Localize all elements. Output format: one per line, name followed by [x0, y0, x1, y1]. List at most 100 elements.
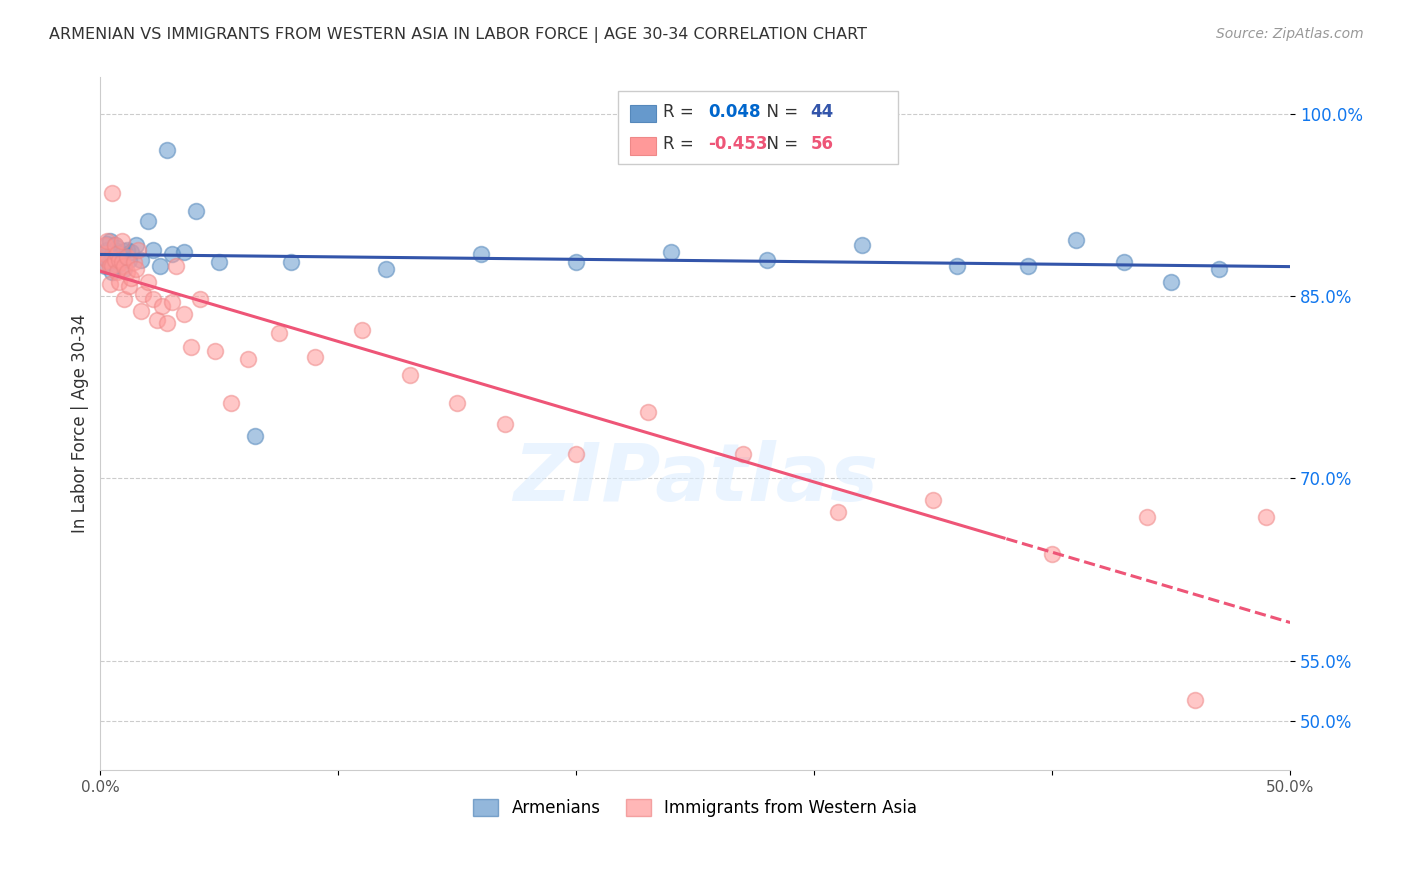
Text: ARMENIAN VS IMMIGRANTS FROM WESTERN ASIA IN LABOR FORCE | AGE 30-34 CORRELATION : ARMENIAN VS IMMIGRANTS FROM WESTERN ASIA… [49, 27, 868, 43]
Point [105, 258, 128, 272]
Text: R =: R = [664, 135, 699, 153]
Point [219, 396, 242, 410]
Point [166, 259, 188, 273]
Point [115, 265, 138, 279]
Point [91, 250, 114, 264]
Point [108, 249, 131, 263]
Point [98, 259, 121, 273]
Point [304, 350, 326, 364]
Point [101, 265, 124, 279]
Point [1017, 259, 1039, 273]
Point [129, 252, 152, 267]
Point [1184, 692, 1206, 706]
Point [494, 417, 516, 431]
Point [112, 292, 135, 306]
Point [142, 243, 165, 257]
Point [111, 235, 134, 249]
Point [112, 262, 135, 277]
Point [180, 340, 202, 354]
Point [96, 243, 118, 257]
Text: 56: 56 [811, 135, 834, 153]
Point [120, 245, 142, 260]
Point [115, 250, 138, 264]
Point [731, 447, 754, 461]
Point [946, 259, 969, 273]
Point [1112, 255, 1135, 269]
Point [1160, 275, 1182, 289]
Point [851, 238, 873, 252]
Point [204, 343, 226, 358]
Point [136, 275, 159, 289]
Point [398, 368, 420, 383]
Point [127, 243, 149, 257]
Text: 0.048: 0.048 [709, 103, 761, 120]
Point [94, 238, 117, 252]
Point [160, 295, 183, 310]
Point [108, 275, 131, 289]
Point [173, 245, 195, 260]
Point [1256, 510, 1278, 524]
Y-axis label: In Labor Force | Age 30-34: In Labor Force | Age 30-34 [72, 314, 89, 533]
Point [156, 316, 179, 330]
Point [105, 241, 128, 255]
Text: Source: ZipAtlas.com: Source: ZipAtlas.com [1216, 27, 1364, 41]
Point [101, 246, 124, 260]
Point [208, 255, 231, 269]
Point [125, 262, 148, 277]
Point [111, 246, 134, 260]
Point [108, 252, 131, 267]
Point [160, 246, 183, 260]
Point [98, 255, 121, 269]
Point [280, 255, 302, 269]
Text: N =: N = [756, 103, 803, 120]
Text: R =: R = [664, 103, 699, 120]
Point [267, 326, 290, 340]
Point [374, 262, 396, 277]
Point [661, 245, 683, 260]
FancyBboxPatch shape [630, 104, 657, 122]
Point [101, 259, 124, 273]
Point [112, 244, 135, 259]
Point [1040, 547, 1063, 561]
Text: N =: N = [756, 135, 803, 153]
Point [105, 246, 128, 260]
Point [352, 323, 374, 337]
Point [1064, 233, 1087, 247]
Text: ZIPatlas: ZIPatlas [513, 440, 877, 518]
Legend: Armenians, Immigrants from Western Asia: Armenians, Immigrants from Western Asia [467, 792, 924, 824]
Text: -0.453: -0.453 [709, 135, 768, 153]
Point [446, 396, 468, 410]
Point [1208, 262, 1230, 277]
Point [120, 271, 142, 285]
Point [94, 246, 117, 260]
Point [149, 259, 172, 273]
FancyBboxPatch shape [630, 137, 657, 154]
Point [94, 259, 117, 273]
Point [96, 252, 118, 267]
Text: 44: 44 [811, 103, 834, 120]
Point [96, 236, 118, 251]
Point [236, 352, 259, 367]
FancyBboxPatch shape [617, 91, 897, 164]
Point [129, 303, 152, 318]
Point [96, 235, 118, 249]
Point [115, 243, 138, 257]
Point [637, 404, 659, 418]
Point [188, 292, 211, 306]
Point [104, 243, 127, 257]
Point [108, 255, 131, 269]
Point [98, 277, 121, 291]
Point [470, 246, 492, 260]
Point [142, 292, 165, 306]
Point [104, 238, 127, 252]
Point [146, 313, 169, 327]
Point [112, 259, 135, 273]
Point [150, 299, 173, 313]
Point [101, 186, 124, 200]
Point [125, 238, 148, 252]
Point [118, 252, 141, 267]
Point [118, 279, 141, 293]
Point [243, 429, 266, 443]
Point [111, 255, 134, 269]
Point [1136, 510, 1159, 524]
